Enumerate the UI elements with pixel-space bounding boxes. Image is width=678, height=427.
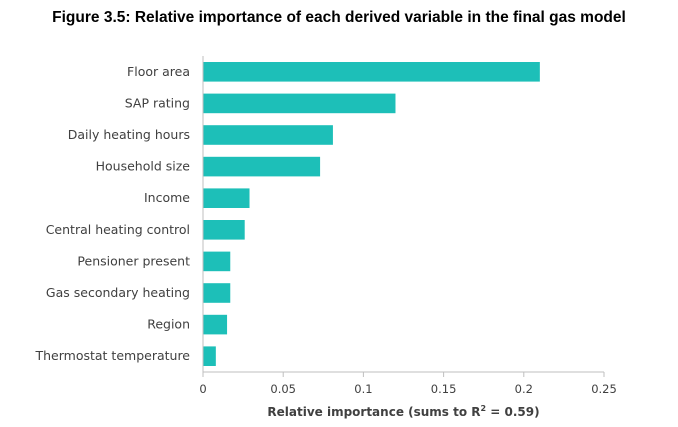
x-axis-title-superscript: 2 — [481, 404, 487, 413]
bar-sap-rating — [203, 93, 396, 114]
x-tick-label: 0.15 — [431, 382, 457, 396]
bar-thermostat-temperature — [203, 346, 216, 366]
x-axis-title: Relative importance (sums to R2 = 0.59) — [267, 404, 539, 419]
category-label: Region — [147, 317, 190, 332]
bar-floor-area — [203, 62, 540, 82]
category-label: Floor area — [127, 64, 190, 79]
bar-income — [203, 188, 250, 208]
bar-daily-heating-hours — [203, 125, 333, 145]
x-tick-label: 0.1 — [354, 382, 372, 396]
bar-household-size — [203, 156, 321, 177]
bars-group — [203, 62, 540, 366]
x-axis-title-prefix: Relative importance (sums to R — [267, 405, 480, 419]
category-label: Household size — [96, 159, 191, 174]
x-tick-label: 0.05 — [270, 382, 296, 396]
x-tick-label: 0.25 — [591, 382, 617, 396]
figure-title: Figure 3.5: Relative importance of each … — [52, 9, 626, 26]
bar-gas-secondary-heating — [203, 283, 231, 303]
x-ticks: 0 0.05 0.1 0.15 0.2 0.25 — [199, 372, 617, 396]
x-tick-label: 0.2 — [515, 382, 533, 396]
bar-central-heating-control — [203, 220, 245, 240]
x-tick-label: 0 — [199, 382, 206, 396]
category-label: SAP rating — [125, 95, 190, 110]
bar-region — [203, 314, 228, 335]
category-label: Thermostat temperature — [34, 348, 190, 363]
category-label: Daily heating hours — [68, 127, 190, 142]
category-labels: Floor area SAP rating Daily heating hours H… — [34, 64, 190, 363]
category-label: Gas secondary heating — [46, 285, 190, 300]
category-label: Pensioner present — [77, 253, 190, 268]
x-axis-title-suffix: = 0.59) — [486, 405, 540, 419]
bar-pensioner-present — [203, 251, 231, 272]
category-label: Income — [144, 190, 190, 205]
category-label: Central heating control — [46, 222, 190, 237]
